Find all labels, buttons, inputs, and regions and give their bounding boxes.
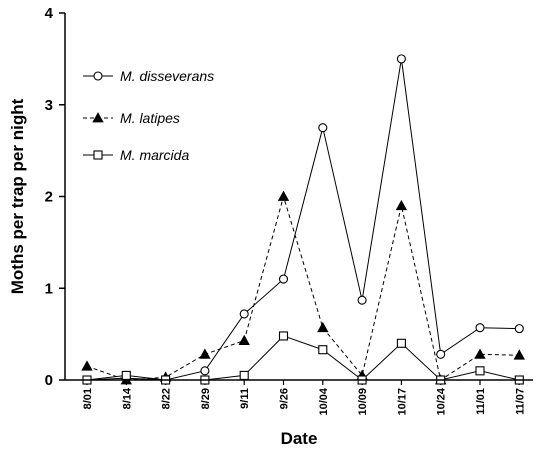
y-tick-label: 0: [45, 372, 53, 389]
y-axis-title: Moths per trap per night: [8, 98, 27, 294]
x-tick-label: 10/09: [357, 388, 369, 416]
legend-entry: M. latipes: [83, 110, 180, 126]
data-point: [239, 370, 249, 380]
data-point: [239, 309, 249, 319]
y-tick-label: 4: [45, 5, 54, 22]
x-tick-label: 8/01: [82, 388, 94, 409]
legend-label: M. disseverans: [120, 68, 214, 84]
data-point: [396, 338, 406, 348]
data-point: [475, 366, 485, 376]
data-point: [317, 321, 329, 333]
legend-marker: [92, 112, 104, 123]
data-point: [474, 348, 486, 359]
data-point: [396, 54, 406, 64]
series-line: [86, 194, 520, 381]
data-point: [81, 360, 93, 371]
data-point: [238, 334, 250, 345]
x-tick-label: 10/24: [436, 387, 448, 415]
series-0: [82, 54, 524, 385]
x-tick-label: 9/26: [279, 388, 291, 409]
x-tick-label: 8/14: [121, 387, 133, 409]
data-point: [278, 274, 289, 284]
y-tick-label: 2: [45, 189, 53, 206]
x-tick-label: 8/22: [161, 388, 173, 409]
x-tick-label: 9/11: [239, 388, 251, 409]
data-point: [357, 295, 367, 305]
legend-label: M. marcida: [120, 147, 189, 163]
y-tick-label: 1: [45, 280, 53, 297]
data-point: [436, 349, 446, 359]
data-point: [200, 366, 210, 376]
data-point: [121, 370, 131, 380]
legend-label: M. latipes: [120, 110, 180, 126]
series-line: [86, 335, 520, 381]
data-point: [318, 345, 328, 355]
legend-marker: [93, 71, 103, 81]
y-tick-label: 3: [45, 97, 53, 114]
data-point: [199, 348, 211, 359]
series-line: [86, 58, 520, 381]
data-point: [395, 199, 408, 211]
legend-entry: M. disseverans: [83, 68, 214, 84]
data-point: [475, 323, 485, 333]
legend-marker: [93, 150, 103, 160]
x-tick-label: 11/07: [514, 388, 526, 415]
series-1: [81, 190, 525, 385]
data-point: [514, 324, 524, 334]
data-point: [513, 349, 525, 360]
x-tick-label: 10/17: [396, 388, 408, 416]
x-tick-label: 11/01: [475, 388, 487, 415]
legend-entry: M. marcida: [83, 147, 189, 163]
data-point: [277, 190, 290, 201]
x-tick-label: 10/04: [318, 387, 330, 415]
data-point: [278, 331, 289, 341]
x-tick-label: 8/29: [200, 388, 212, 409]
x-axis-title: Date: [281, 429, 318, 448]
data-point: [318, 123, 328, 133]
series-2: [82, 331, 524, 385]
